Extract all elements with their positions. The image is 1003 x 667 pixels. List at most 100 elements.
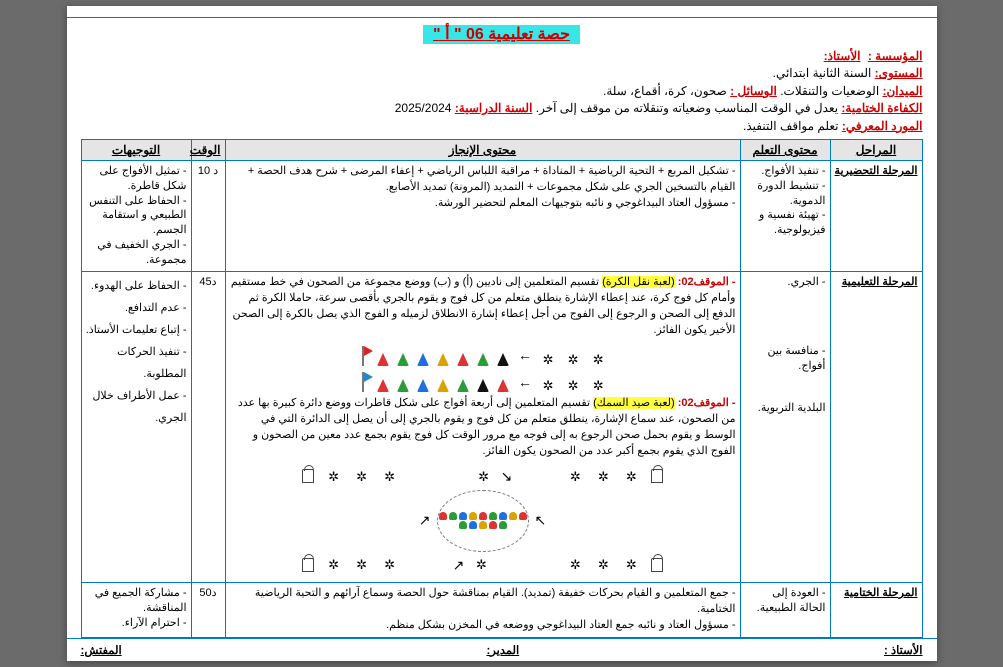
hdr-line-3: الميدان: الوضعيات والتنقلات. الوسائل : ص… xyxy=(81,83,923,100)
cone-icon xyxy=(417,353,429,366)
cone-icon xyxy=(489,521,497,529)
cone-icon xyxy=(479,512,487,520)
cone-icon xyxy=(437,353,449,366)
time-prep: 10 د xyxy=(191,160,225,271)
stick-figure-icon xyxy=(539,353,557,366)
phase-learn: المرحلة التعليمية xyxy=(830,271,922,582)
time-final: 5د0 xyxy=(191,582,225,637)
cone-icon xyxy=(489,512,497,520)
tips-prep: - تمثيل الأفواج على شكل قاطرة. - الحفاظ … xyxy=(81,160,191,271)
arrow-icon: ↖ xyxy=(535,510,547,530)
th-time: الوقت xyxy=(191,139,225,160)
row-prep: المرحلة التحضيرية - تنفيذ الأفواج. - تنش… xyxy=(81,160,922,271)
cone-icon xyxy=(479,521,487,529)
stick-figure-icon xyxy=(622,558,640,571)
arrow-icon: ↗ xyxy=(419,510,431,530)
body-final: - جمع المتعلمين و القيام بحركات خفيفة (ت… xyxy=(225,582,740,637)
stick-figure-icon xyxy=(353,558,371,571)
stick-figure-icon xyxy=(566,558,584,571)
learn-prep: - تنفيذ الأفواج. - تنشيط الدورة الدموية.… xyxy=(740,160,830,271)
flag-icon xyxy=(362,372,364,392)
fig1-row-b: ← xyxy=(230,372,736,393)
stick-figure-icon xyxy=(325,558,343,571)
page-content: حصة تعليمية 06 " أ " المؤسسة : الأستاذ: … xyxy=(67,24,937,638)
tips-learn: - الحفاظ على الهدوء. - عدم التدافع. - إت… xyxy=(81,271,191,582)
header-block: المؤسسة : الأستاذ: المستوى: السنة الثاني… xyxy=(81,48,923,135)
cone-icon xyxy=(459,521,467,529)
stick-figure-icon xyxy=(381,558,399,571)
bucket-icon xyxy=(651,469,663,483)
fig1-row-a: ← xyxy=(230,345,736,366)
cone-icon xyxy=(499,521,507,529)
fig2-top: ↘ xyxy=(230,466,736,486)
stick-figure-icon xyxy=(594,558,612,571)
cone-icon xyxy=(377,379,389,392)
cone-icon xyxy=(457,379,469,392)
row-final: المرحلة الختامية - العودة إلى الحالة الط… xyxy=(81,582,922,637)
body-learn: - الموقف02: (لعبة نقل الكرة) تقسيم المتع… xyxy=(225,271,740,582)
arrow-icon: ↘ xyxy=(501,466,513,486)
cone-icon xyxy=(509,512,517,520)
phase-prep: المرحلة التحضيرية xyxy=(830,160,922,271)
top-strip xyxy=(67,6,937,18)
body-prep: - تشكيل المربع + التحية الرياضية + المنا… xyxy=(225,160,740,271)
cone-icon xyxy=(397,353,409,366)
cone-icon xyxy=(439,512,447,520)
lesson-title: حصة تعليمية 06 " أ " xyxy=(423,25,580,44)
cone-icon xyxy=(457,353,469,366)
cone-icon xyxy=(477,379,489,392)
hdr-line-4: الكفاءة الختامية: يعدل في الوقت المناسب … xyxy=(81,100,923,117)
stick-figure-icon xyxy=(589,379,607,392)
cone-icon xyxy=(449,512,457,520)
time-learn: 45د xyxy=(191,271,225,582)
cone-icon xyxy=(437,379,449,392)
learn-learn: - الجري. - منافسة بين أفواج. البلدية الت… xyxy=(740,271,830,582)
arrow-icon: ← xyxy=(518,372,532,392)
cone-icon xyxy=(477,353,489,366)
table-header-row: المراحل محتوى التعلم محتوى الإنجاز الوقت… xyxy=(81,139,922,160)
cone-icon xyxy=(459,512,467,520)
lesson-table: المراحل محتوى التعلم محتوى الإنجاز الوقت… xyxy=(81,139,923,638)
arrow-icon: ↗ xyxy=(453,555,465,575)
phase-final: المرحلة الختامية xyxy=(830,582,922,637)
situation-2: - الموقف02: (لعبة صيد السمك) تقسيم المتع… xyxy=(230,396,736,460)
hdr-line-5: المورد المعرفي: تعلم مواقف التنفيذ. xyxy=(81,118,923,135)
stick-figure-icon xyxy=(381,470,399,483)
th-body: محتوى الإنجاز xyxy=(225,139,740,160)
document-page: حصة تعليمية 06 " أ " المؤسسة : الأستاذ: … xyxy=(67,6,937,661)
cone-icon xyxy=(397,379,409,392)
cone-icon xyxy=(497,353,509,366)
lesson-title-wrap: حصة تعليمية 06 " أ " xyxy=(81,24,923,44)
cone-icon xyxy=(377,353,389,366)
hdr-line-1: المؤسسة : الأستاذ: xyxy=(81,48,923,65)
tips-final: - مشاركة الجميع في المناقشة. - احترام ال… xyxy=(81,582,191,637)
sig-director: المدير: xyxy=(486,643,519,657)
fig2-bot: ↗ xyxy=(230,555,736,575)
stick-figure-icon xyxy=(564,379,582,392)
bucket-icon xyxy=(302,469,314,483)
stick-figure-icon xyxy=(622,470,640,483)
situation-1: - الموقف02: (لعبة نقل الكرة) تقسيم المتع… xyxy=(230,275,736,339)
stick-figure-icon xyxy=(566,470,584,483)
stick-figure-icon xyxy=(325,470,343,483)
cone-icon xyxy=(417,379,429,392)
th-tips: التوجيهات xyxy=(81,139,191,160)
signatures: الأستاذ : المدير: المفتش: xyxy=(67,638,937,657)
stick-figure-icon xyxy=(475,470,493,483)
stick-figure-icon xyxy=(589,353,607,366)
stick-figure-icon xyxy=(539,379,557,392)
cone-circle xyxy=(437,490,529,552)
stick-figure-icon xyxy=(594,470,612,483)
stick-figure-icon xyxy=(353,470,371,483)
th-phase: المراحل xyxy=(830,139,922,160)
figure-2: ↘ ↗ ↖ xyxy=(230,466,736,575)
hdr-line-2: المستوى: السنة الثانية ابتدائي. xyxy=(81,65,923,82)
fig2-mid: ↗ ↖ xyxy=(230,490,736,552)
cone-icon xyxy=(469,512,477,520)
cone-icon xyxy=(519,512,527,520)
sig-teacher: الأستاذ : xyxy=(884,643,923,657)
th-learn: محتوى التعلم xyxy=(740,139,830,160)
row-learn: المرحلة التعليمية - الجري. - منافسة بين … xyxy=(81,271,922,582)
cone-icon xyxy=(497,379,509,392)
cone-icon xyxy=(499,512,507,520)
